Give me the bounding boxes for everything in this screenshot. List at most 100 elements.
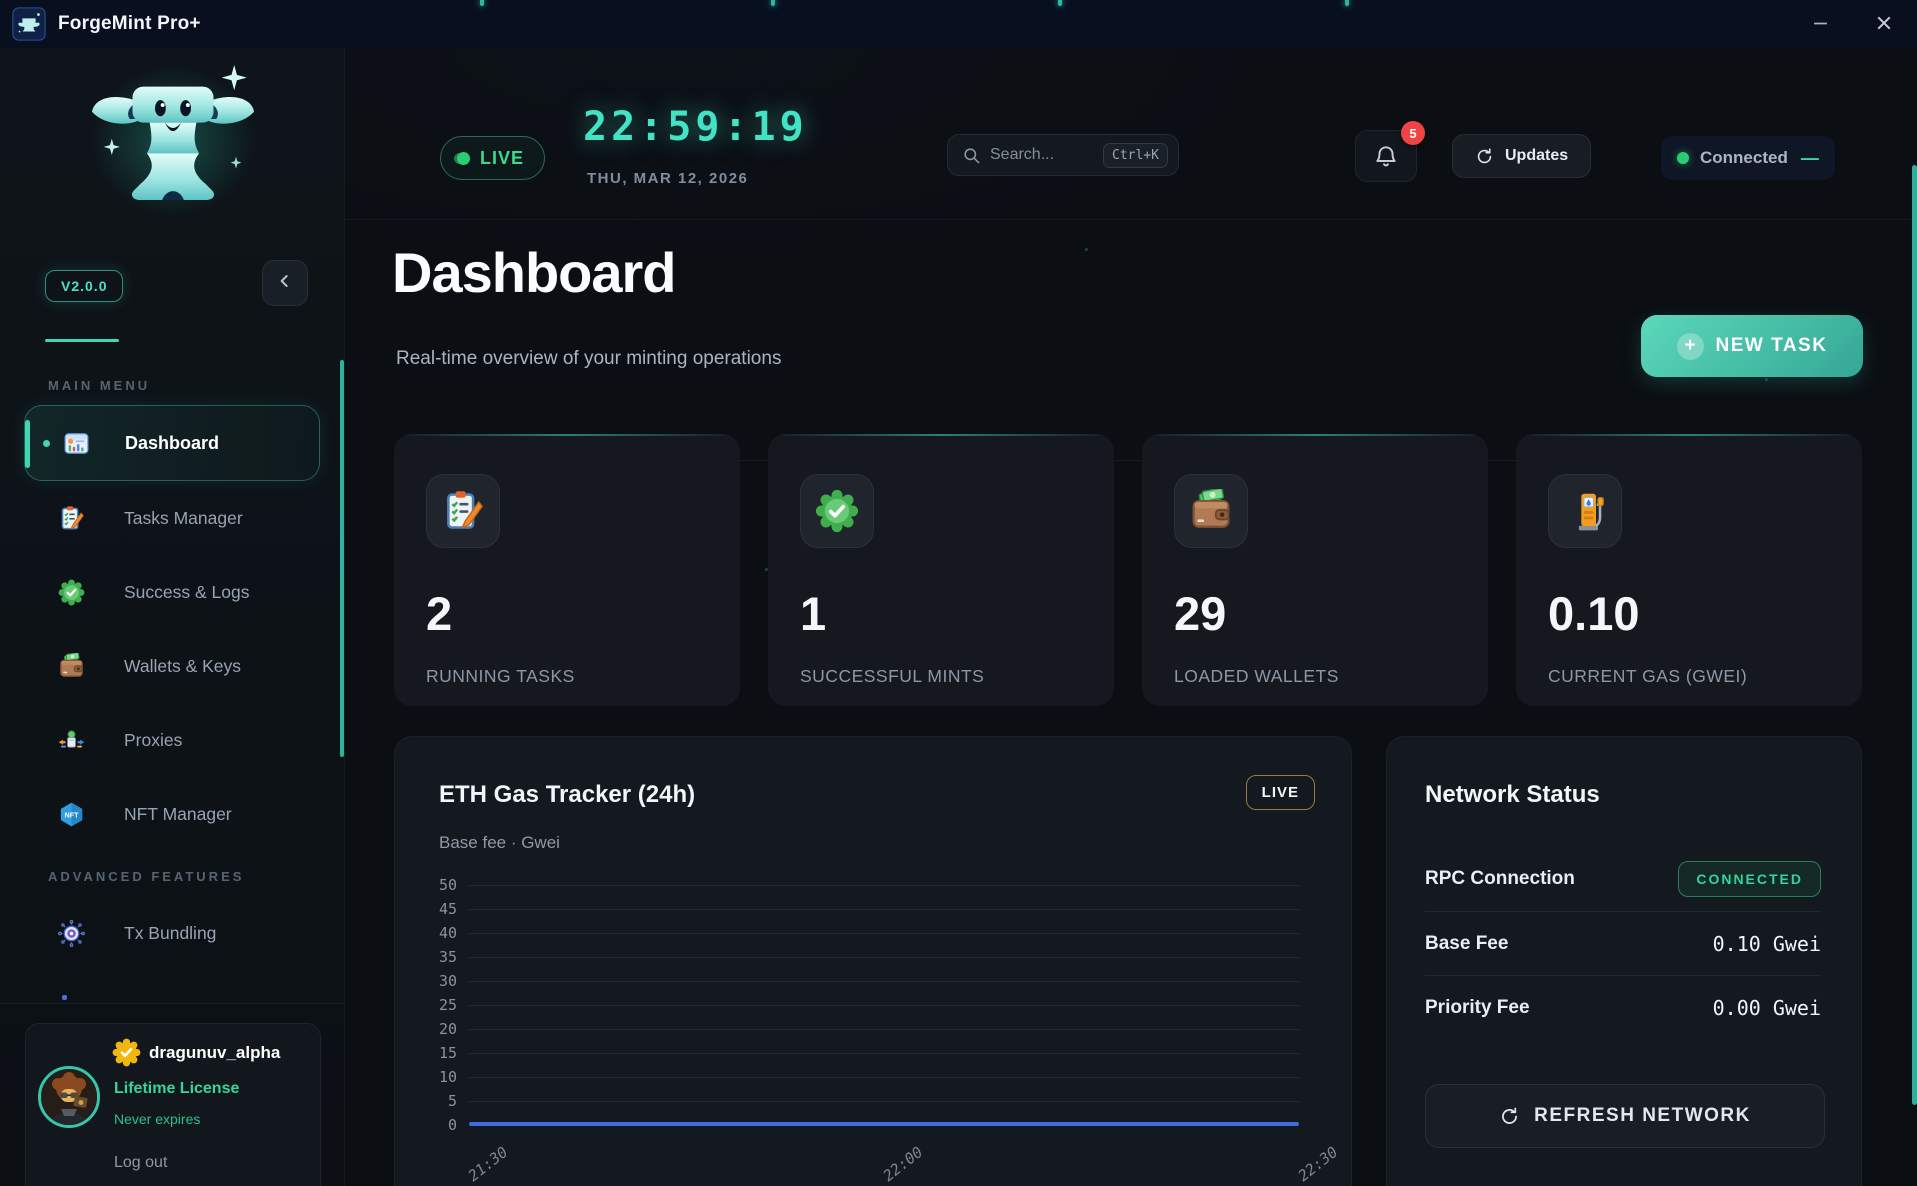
sidebar-divider xyxy=(0,1003,344,1004)
stat-card-current-gas-gwei: 0.10 CURRENT GAS (GWEI) xyxy=(1516,434,1862,706)
stats-row: 2 RUNNING TASKS 1 SUCCESSFUL MINTS 29 LOADED … xyxy=(394,434,1862,706)
sidebar-item-label: Success & Logs xyxy=(124,581,250,602)
gridline-y40 xyxy=(469,933,1299,934)
sidebar-item-label: NFT Manager xyxy=(124,803,232,824)
y-tick-label: 45 xyxy=(438,900,457,918)
stat-card-loaded-wallets: 29 LOADED WALLETS xyxy=(1142,434,1488,706)
clock: 22:59:19 xyxy=(583,104,808,150)
x-tick-label: 22:30 xyxy=(1294,1143,1342,1185)
wallet-icon xyxy=(58,651,85,680)
plus-icon: + xyxy=(1676,332,1704,360)
sidebar-item-label: Proxies xyxy=(124,729,183,750)
chevron-left-icon xyxy=(275,271,295,296)
gridline-y10 xyxy=(469,1077,1299,1078)
y-tick-label: 5 xyxy=(447,1092,457,1110)
sidebar-item-wallets-keys[interactable]: Wallets & Keys xyxy=(24,629,320,703)
logout-button[interactable]: Log out xyxy=(114,1154,168,1171)
notification-count-badge: 5 xyxy=(1401,121,1425,145)
minimize-button[interactable] xyxy=(1803,8,1837,38)
sidebar-item-label: Tx Bundling xyxy=(124,922,217,943)
stat-label: RUNNING TASKS xyxy=(426,666,575,686)
live-label: LIVE xyxy=(480,147,525,168)
notifications-button[interactable]: 5 xyxy=(1355,121,1425,182)
sidebar-item-proxies[interactable]: Proxies xyxy=(24,703,320,777)
date-label: THU, MAR 12, 2026 xyxy=(587,170,749,187)
search-icon xyxy=(962,146,981,165)
new-task-button[interactable]: + NEW TASK xyxy=(1641,315,1863,377)
gridline-y20 xyxy=(469,1029,1299,1030)
proxies-icon xyxy=(58,727,85,754)
x-tick-label: 21:30 xyxy=(464,1143,512,1185)
header-divider xyxy=(345,219,1917,220)
stat-label: LOADED WALLETS xyxy=(1174,666,1339,686)
network-value: 0.00 Gwei xyxy=(1712,995,1821,1020)
connected-dot-icon xyxy=(1677,152,1689,164)
sidebar-item-success-logs[interactable]: Success & Logs xyxy=(24,555,320,629)
stat-card-running-tasks: 2 RUNNING TASKS xyxy=(394,434,740,706)
network-label: RPC Connection xyxy=(1425,868,1575,889)
live-dot-icon xyxy=(457,151,470,165)
refresh-network-label: REFRESH NETWORK xyxy=(1534,1105,1751,1126)
y-tick-label: 40 xyxy=(438,924,457,942)
updates-button[interactable]: Updates xyxy=(1452,134,1592,178)
close-button[interactable] xyxy=(1867,8,1901,38)
sidebar-item-label: Tasks Manager xyxy=(124,507,243,528)
section-label-main-menu: MAIN MENU xyxy=(48,378,151,393)
tasks-icon xyxy=(426,474,500,548)
chart-plot-area: 0 5 10 15 20 25 30 35 40 45 50 21:30 22:00 22:30 xyxy=(439,876,1341,1185)
network-row-priority-fee: Priority Fee 0.00 Gwei xyxy=(1425,975,1821,1039)
decorative-dot xyxy=(765,568,768,571)
decorative-dot xyxy=(480,0,484,6)
active-dot-icon xyxy=(43,440,50,447)
stat-value: 29 xyxy=(1174,587,1227,640)
page-divider xyxy=(394,460,1862,461)
sidebar-scrollbar[interactable] xyxy=(340,360,344,757)
sidebar-item-nft-manager[interactable]: NFT NFT Manager xyxy=(24,777,320,851)
search-box[interactable]: Ctrl+K xyxy=(947,134,1179,176)
search-input[interactable] xyxy=(990,146,1095,164)
sidebar-nav: MAIN MENU Dashboard Tasks Manager Success &… xyxy=(0,360,344,970)
stat-value: 0.10 xyxy=(1548,587,1640,640)
page-subtitle: Real-time overview of your minting opera… xyxy=(396,348,782,369)
chart-subtitle: Base fee · Gwei xyxy=(439,833,560,852)
nft-icon: NFT xyxy=(58,801,85,828)
partial-item-dot xyxy=(62,995,67,1000)
stat-label: SUCCESSFUL MINTS xyxy=(800,666,985,686)
y-tick-label: 0 xyxy=(447,1116,457,1134)
refresh-network-button[interactable]: REFRESH NETWORK xyxy=(1425,1084,1825,1148)
live-status-pill: LIVE xyxy=(440,136,546,180)
connection-label: Connected xyxy=(1700,148,1788,167)
titlebar: ForgeMint Pro+ xyxy=(0,0,1917,48)
sidebar-collapse-button[interactable] xyxy=(262,260,308,306)
network-title: Network Status xyxy=(1425,781,1600,808)
profile-expires: Never expires xyxy=(114,1111,201,1127)
main-content: LIVE 22:59:19 THU, MAR 12, 2026 Ctrl+K 5… xyxy=(345,48,1917,1186)
network-label: Base Fee xyxy=(1425,932,1509,954)
version-badge: V2.0.0 xyxy=(45,270,124,302)
y-tick-label: 25 xyxy=(438,996,457,1014)
sidebar-item-label: Wallets & Keys xyxy=(124,655,242,676)
tasks-icon xyxy=(58,505,85,532)
gridline-y5 xyxy=(469,1101,1299,1102)
dashboard-icon xyxy=(63,430,90,457)
status-badge: CONNECTED xyxy=(1678,861,1821,897)
base-fee-line xyxy=(469,1121,1299,1126)
gridline-y35 xyxy=(469,957,1299,958)
app-title: ForgeMint Pro+ xyxy=(58,13,201,34)
search-shortcut-kbd: Ctrl+K xyxy=(1103,142,1168,168)
sidebar-item-tasks-manager[interactable]: Tasks Manager xyxy=(24,481,320,555)
sidebar-item-dashboard[interactable]: Dashboard xyxy=(24,405,320,481)
chart-title: ETH Gas Tracker (24h) xyxy=(439,781,696,808)
decorative-dot xyxy=(1058,0,1062,6)
gridline-y15 xyxy=(469,1053,1299,1054)
stat-value: 2 xyxy=(426,587,453,640)
decorative-dot xyxy=(1765,378,1768,381)
stat-value: 1 xyxy=(800,587,827,640)
gridline-y45 xyxy=(469,909,1299,910)
main-scrollbar[interactable] xyxy=(1912,165,1917,1105)
page-title: Dashboard xyxy=(392,241,676,304)
chart-live-badge: LIVE xyxy=(1245,775,1315,810)
connection-dash: — xyxy=(1800,147,1819,168)
sidebar-item-tx-bundling[interactable]: Tx Bundling xyxy=(24,896,320,970)
gas-tracker-panel: ETH Gas Tracker (24h) LIVE Base fee · Gw… xyxy=(394,736,1352,1186)
